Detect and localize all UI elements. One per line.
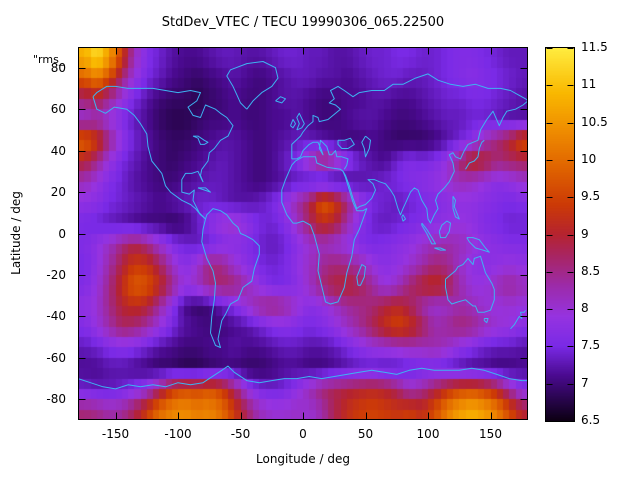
coastline-path	[438, 220, 451, 239]
colorbar-tick-label: 8.5	[581, 263, 601, 278]
coastline-path	[337, 137, 355, 149]
colorbar-tick-label: 11.5	[581, 40, 608, 54]
colorbar-tick-label: 8	[581, 301, 589, 316]
colorbar	[545, 47, 575, 422]
y-tick-label: 0	[58, 226, 66, 241]
x-axis-label: Longitude / deg	[256, 452, 350, 466]
x-tick-label: 50	[357, 427, 374, 441]
coastline-path	[296, 112, 305, 131]
coastline-path	[226, 61, 279, 110]
x-tick-label: -150	[101, 427, 130, 441]
y-tick-label: 60	[50, 102, 66, 117]
coastline-path	[445, 255, 495, 313]
coastline-path	[78, 365, 528, 390]
coastline-path	[510, 309, 526, 330]
colorbar-tick-label: 10	[581, 151, 597, 166]
heatmap-canvas	[78, 47, 528, 420]
y-tick-label: -40	[46, 309, 66, 324]
heatmap-plot-area	[78, 47, 528, 420]
coastline-path	[401, 214, 406, 222]
colorbar-tick-marks	[546, 48, 574, 385]
coastline-path	[452, 195, 460, 220]
x-tick-label: 0	[299, 427, 307, 441]
colorbar-gradient	[546, 48, 574, 421]
key-label: "rms_	[33, 53, 65, 66]
y-axis-ticks: 80 60 40 20 0 -20 -40 -60 -80	[0, 47, 72, 420]
y-tick-label: -60	[46, 350, 66, 365]
chart-title: StdDev_VTEC / TECU 19990306_065.22500	[161, 15, 445, 30]
coastline-path	[421, 222, 436, 245]
coastline-path	[192, 135, 209, 145]
coastline-path	[465, 139, 485, 170]
colorbar-tick-label: 7	[581, 375, 589, 390]
y-tick-label: -80	[46, 392, 66, 407]
colorbar-tick-labels: 6.5 7 7.5 8 8.5 9 9.5 10 10.5 11 11.5	[581, 40, 636, 427]
colorbar-tick-label: 10.5	[581, 114, 608, 129]
x-tick-label: -50	[230, 427, 251, 441]
coastline-path	[466, 237, 490, 253]
coastline-path	[290, 119, 296, 129]
coastline-path	[291, 139, 349, 170]
y-tick-label: -20	[46, 267, 66, 282]
y-tick-label: 80	[50, 60, 66, 75]
coastline-path	[361, 135, 371, 158]
coastline-path	[197, 187, 211, 193]
colorbar-tick-label: 9	[581, 226, 589, 241]
coastline-path	[356, 264, 366, 286]
coastline-path	[291, 73, 528, 159]
colorbar-tick-label: 6.5	[581, 413, 601, 427]
coastline-path	[434, 247, 446, 251]
y-tick-label: 20	[50, 185, 66, 200]
colorbar-tick-label: 9.5	[581, 189, 601, 204]
x-axis-ticks: -150 -100 -50 0 50 100 150	[78, 425, 528, 441]
y-tick-label: 40	[50, 143, 66, 158]
colorbar-tick-label: 11	[581, 77, 597, 92]
coastline-path	[483, 318, 489, 324]
coastline-path	[92, 85, 234, 220]
coastline-path	[275, 96, 286, 104]
axis-tick-marks	[78, 47, 528, 420]
x-tick-label: 150	[479, 427, 502, 441]
x-tick-label: -100	[164, 427, 192, 441]
coastlines-overlay	[78, 61, 528, 390]
colorbar-tick-label: 7.5	[581, 338, 601, 353]
coastline-path	[201, 208, 260, 348]
coastline-path	[281, 156, 368, 305]
plot-border	[78, 47, 528, 420]
coastline-path	[342, 100, 528, 224]
x-tick-label: 100	[416, 427, 440, 441]
